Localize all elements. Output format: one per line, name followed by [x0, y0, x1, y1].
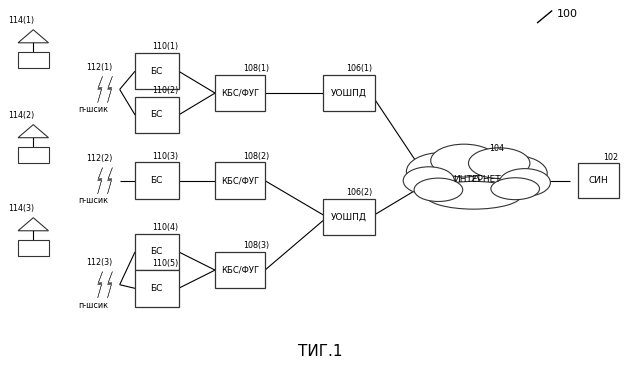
- Polygon shape: [108, 272, 113, 298]
- FancyBboxPatch shape: [215, 162, 265, 199]
- Text: 108(3): 108(3): [243, 241, 269, 250]
- FancyBboxPatch shape: [215, 252, 265, 288]
- FancyBboxPatch shape: [18, 52, 49, 68]
- Text: 102: 102: [604, 153, 619, 161]
- Text: 110(1): 110(1): [152, 42, 179, 51]
- Text: ИНТЕРНЕТ: ИНТЕРНЕТ: [453, 176, 500, 184]
- Text: СИН: СИН: [589, 176, 608, 185]
- Polygon shape: [18, 125, 49, 138]
- Text: 114(2): 114(2): [8, 111, 34, 120]
- Ellipse shape: [477, 155, 547, 192]
- Text: 104: 104: [490, 144, 504, 153]
- Text: БС: БС: [150, 247, 163, 256]
- Text: 110(4): 110(4): [152, 223, 179, 232]
- FancyBboxPatch shape: [135, 270, 179, 307]
- Ellipse shape: [468, 148, 530, 178]
- Text: ΤИГ.1: ΤИГ.1: [298, 343, 342, 359]
- Text: КБС/ФУГ: КБС/ФУГ: [221, 89, 259, 97]
- Text: БС: БС: [150, 111, 163, 119]
- Text: 110(5): 110(5): [152, 259, 179, 268]
- Ellipse shape: [420, 158, 533, 207]
- Polygon shape: [108, 168, 113, 194]
- Text: 112(1): 112(1): [86, 63, 113, 72]
- Text: УОШПД: УОШПД: [331, 89, 367, 97]
- FancyBboxPatch shape: [323, 75, 375, 111]
- FancyBboxPatch shape: [18, 147, 49, 163]
- Ellipse shape: [414, 178, 463, 201]
- FancyBboxPatch shape: [18, 240, 49, 256]
- Polygon shape: [18, 218, 49, 231]
- Ellipse shape: [406, 153, 477, 191]
- Text: п-шсик: п-шсик: [79, 196, 109, 205]
- FancyBboxPatch shape: [135, 234, 179, 270]
- Polygon shape: [98, 168, 102, 194]
- Ellipse shape: [426, 181, 522, 209]
- Text: БС: БС: [150, 284, 163, 293]
- Polygon shape: [98, 76, 102, 103]
- Text: 112(2): 112(2): [86, 154, 113, 163]
- Text: 110(3): 110(3): [152, 151, 179, 161]
- Text: КБС/ФУГ: КБС/ФУГ: [221, 176, 259, 185]
- Text: п-шсик: п-шсик: [79, 300, 109, 310]
- FancyBboxPatch shape: [135, 53, 179, 89]
- Text: 114(1): 114(1): [8, 16, 34, 25]
- Text: 106(1): 106(1): [346, 64, 372, 73]
- Text: 114(3): 114(3): [8, 204, 34, 213]
- Text: 106(2): 106(2): [346, 188, 372, 197]
- Text: п-шсик: п-шсик: [79, 105, 109, 114]
- Polygon shape: [98, 272, 102, 298]
- Polygon shape: [108, 76, 113, 103]
- Polygon shape: [18, 30, 49, 43]
- Text: 108(2): 108(2): [243, 151, 269, 161]
- FancyBboxPatch shape: [135, 97, 179, 133]
- Text: 112(3): 112(3): [86, 258, 113, 267]
- Ellipse shape: [499, 169, 550, 196]
- FancyBboxPatch shape: [135, 162, 179, 199]
- Text: КБС/ФУГ: КБС/ФУГ: [221, 266, 259, 274]
- FancyBboxPatch shape: [323, 199, 375, 235]
- FancyBboxPatch shape: [215, 75, 265, 111]
- Text: БС: БС: [150, 176, 163, 185]
- Ellipse shape: [491, 178, 540, 200]
- Ellipse shape: [431, 144, 497, 177]
- Text: 108(1): 108(1): [243, 64, 269, 73]
- Text: БС: БС: [150, 67, 163, 76]
- Text: 110(2): 110(2): [152, 86, 179, 95]
- Text: 100: 100: [557, 9, 578, 19]
- Ellipse shape: [403, 167, 454, 195]
- Text: УОШПД: УОШПД: [331, 213, 367, 222]
- FancyBboxPatch shape: [579, 164, 619, 198]
